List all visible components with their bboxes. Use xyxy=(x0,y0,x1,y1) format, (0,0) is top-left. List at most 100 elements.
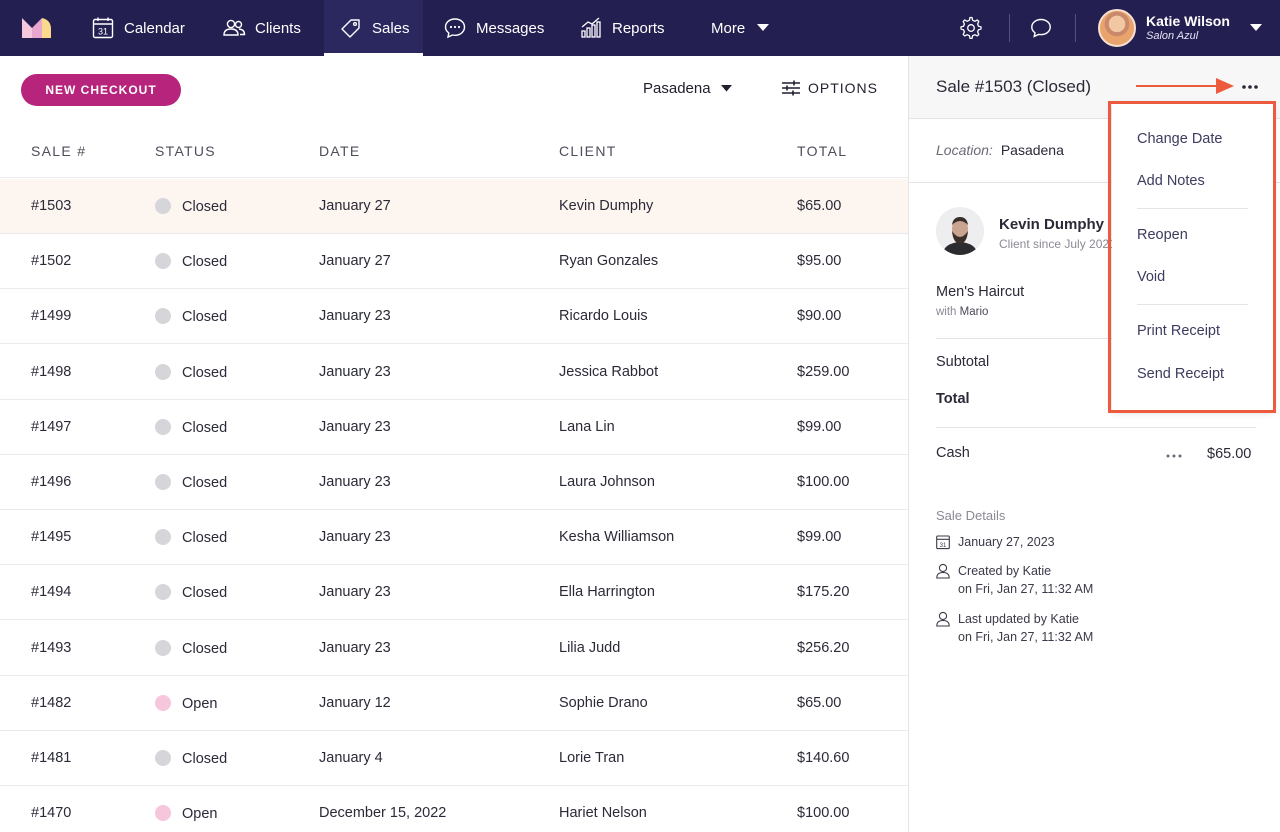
cell-date-text: January 23 xyxy=(319,529,391,546)
location-row: Location: Pasadena xyxy=(936,142,1064,158)
menu-item-change-date[interactable]: Change Date xyxy=(1137,131,1223,147)
table-row[interactable]: #1498 Closed January 23 Jessica Rabbot $259.… xyxy=(0,345,908,400)
cell-date-text: January 4 xyxy=(319,750,383,766)
cell-client-text: Ricardo Louis xyxy=(559,308,648,325)
cell-total-text: $256.20 xyxy=(797,639,850,656)
client-avatar[interactable] xyxy=(936,207,984,255)
cell-sale-number-text: #1481 xyxy=(31,750,72,766)
cell-date: January 23 xyxy=(319,364,391,380)
cell-status-text: Closed xyxy=(182,530,228,547)
nav-divider xyxy=(1075,14,1076,42)
client-name[interactable]: Kevin Dumphy xyxy=(999,216,1105,233)
table-row[interactable]: #1503 Closed January 27 Kevin Dumphy $65.00 xyxy=(0,179,908,234)
nav-sales[interactable]: Sales xyxy=(324,0,423,56)
location-label: Location: xyxy=(936,142,993,158)
menu-item-send-receipt[interactable]: Send Receipt xyxy=(1137,366,1225,382)
nav-messages-label: Messages xyxy=(476,19,545,37)
cell-status: Closed xyxy=(155,639,227,657)
caret-down-icon xyxy=(1249,24,1262,31)
service-name: Men's Haircut xyxy=(936,284,1025,300)
cell-total-text: $100.00 xyxy=(797,805,850,822)
user-menu[interactable]: Katie Wilson Salon Azul xyxy=(1098,8,1262,48)
cell-sale-number-text: #1502 xyxy=(31,253,72,270)
cell-status-text: Closed xyxy=(182,309,228,326)
nav-reports-label: Reports xyxy=(612,19,665,37)
column-header-status[interactable]: STATUS xyxy=(155,143,216,159)
table-row[interactable]: #1482 Open January 12 Sophie Drano $65.00 xyxy=(0,676,908,731)
cell-client: Lorie Tran xyxy=(559,750,624,766)
options-button[interactable]: OPTIONS xyxy=(782,80,878,96)
sales-list: NEW CHECKOUT Pasadena OPTIONS SALE # STA… xyxy=(0,56,908,832)
cell-sale-number: #1482 xyxy=(31,695,71,711)
cell-client: Ryan Gonzales xyxy=(559,253,658,269)
cell-total: $65.00 xyxy=(797,695,841,711)
status-dot-icon xyxy=(155,253,171,270)
nav-calendar[interactable]: 31 Calendar xyxy=(91,0,185,56)
menu-divider xyxy=(1137,304,1248,305)
cell-client: Kevin Dumphy xyxy=(559,198,653,214)
calendar-icon: 31 xyxy=(91,16,115,40)
payment-amount: $65.00 xyxy=(1207,446,1252,462)
tag-icon xyxy=(339,16,363,40)
cell-date-text: December 15, 2022 xyxy=(319,805,447,822)
cell-total-text: $95.00 xyxy=(797,253,842,270)
cell-status-text: Closed xyxy=(182,751,228,767)
sale-actions-menu: Change Date Add Notes Reopen Void Print … xyxy=(1112,104,1273,410)
cell-sale-number-text: #1503 xyxy=(31,198,72,214)
cell-total: $256.20 xyxy=(797,640,849,656)
menu-item-add-notes[interactable]: Add Notes xyxy=(1137,173,1205,189)
payment-options-icon[interactable] xyxy=(1165,452,1183,460)
new-checkout-button[interactable]: NEW CHECKOUT xyxy=(21,74,181,106)
settings-button[interactable] xyxy=(957,14,985,42)
nav-sales-label: Sales xyxy=(372,19,410,37)
table-row[interactable]: #1496 Closed January 23 Laura Johnson $100.0… xyxy=(0,455,908,510)
svg-text:31: 31 xyxy=(940,543,947,549)
cell-date-text: January 23 xyxy=(319,308,391,325)
column-header-date[interactable]: DATE xyxy=(319,143,361,159)
cell-date: January 12 xyxy=(319,695,391,711)
more-actions-icon[interactable] xyxy=(1239,81,1261,93)
menu-item-print-receipt[interactable]: Print Receipt xyxy=(1137,323,1221,339)
table-row[interactable]: #1495 Closed January 23 Kesha Williamson $99… xyxy=(0,510,908,566)
service-with-prefix: with xyxy=(936,306,957,318)
status-dot-icon xyxy=(155,584,171,601)
cell-status-text: Closed xyxy=(182,254,228,271)
table-row[interactable]: #1497 Closed January 23 Lana Lin $99.00 xyxy=(0,400,908,455)
menu-item-void[interactable]: Void xyxy=(1137,269,1166,285)
cell-date: January 23 xyxy=(319,308,391,324)
cell-total-text: $90.00 xyxy=(797,308,842,325)
table-row[interactable]: #1502 Closed January 27 Ryan Gonzales $95.00 xyxy=(0,234,908,290)
nav-more-label: More xyxy=(711,19,746,37)
cell-total: $175.20 xyxy=(797,584,849,600)
cell-status: Closed xyxy=(155,584,227,601)
table-row[interactable]: #1481 Closed January 4 Lorie Tran $140.60 xyxy=(0,731,908,786)
nav-clients[interactable]: Clients xyxy=(222,0,301,56)
speech-bubble-icon xyxy=(1031,18,1051,38)
column-header-total[interactable]: TOTAL xyxy=(797,143,848,159)
menu-item-reopen[interactable]: Reopen xyxy=(1137,227,1188,243)
table-row[interactable]: #1494 Closed January 23 Ella Harrington $175… xyxy=(0,565,908,621)
location-dropdown[interactable]: Pasadena xyxy=(643,80,732,97)
nav-more[interactable]: More xyxy=(711,0,770,56)
table-row[interactable]: #1499 Closed January 23 Ricardo Louis $90.00 xyxy=(0,289,908,345)
table-row[interactable]: #1470 Open December 15, 2022 Hariet Nelson $… xyxy=(0,786,908,832)
conversations-button[interactable] xyxy=(1027,14,1055,42)
column-header-sale[interactable]: SALE # xyxy=(31,143,87,159)
cell-total-text: $65.00 xyxy=(797,694,842,711)
subtotal-label: Subtotal xyxy=(936,354,990,370)
user-info: Katie Wilson Salon Azul xyxy=(1146,13,1230,43)
cell-status-text: Open xyxy=(182,695,218,712)
cell-status-text: Closed xyxy=(182,475,228,491)
nav-messages[interactable]: Messages xyxy=(443,0,544,56)
column-header-client[interactable]: CLIENT xyxy=(559,143,617,159)
cell-date: January 23 xyxy=(319,584,391,600)
cell-date: January 23 xyxy=(319,529,391,545)
cell-status-text: Closed xyxy=(182,585,228,602)
nav-reports[interactable]: Reports xyxy=(579,0,665,56)
cell-client: Hariet Nelson xyxy=(559,805,647,821)
client-since: Client since July 2021 xyxy=(999,237,1116,251)
status-dot-icon xyxy=(155,694,171,711)
cell-status: Closed xyxy=(155,198,227,215)
table-row[interactable]: #1493 Closed January 23 Lilia Judd $256.20 xyxy=(0,621,908,676)
app-logo-icon[interactable] xyxy=(20,14,52,40)
